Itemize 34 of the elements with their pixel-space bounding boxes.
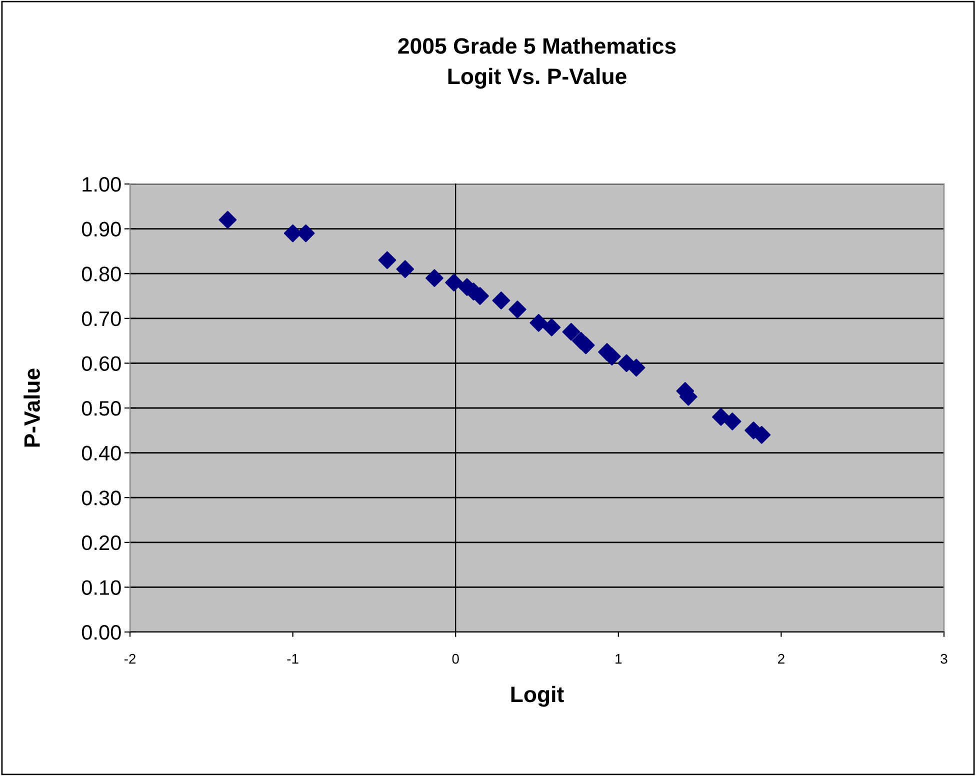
y-tick-label: 0.80 bbox=[82, 266, 121, 282]
chart-title: 2005 Grade 5 Mathematics Logit Vs. P-Value bbox=[398, 38, 676, 89]
x-tick-label: -1 bbox=[287, 654, 298, 664]
point bbox=[445, 274, 463, 292]
point bbox=[396, 260, 414, 278]
point bbox=[508, 300, 526, 318]
y-tick-label: 0.50 bbox=[82, 401, 121, 416]
y-tick-label: 0.20 bbox=[82, 535, 121, 550]
y-tick-label: 0.10 bbox=[82, 580, 121, 595]
x-tick-label: 0 bbox=[452, 654, 459, 664]
point bbox=[712, 408, 730, 426]
y-tick-label: 0.40 bbox=[82, 446, 121, 461]
point bbox=[627, 358, 646, 377]
y-tick-label: 0.90 bbox=[82, 222, 121, 237]
y-tick-label: 1.00 bbox=[82, 177, 121, 192]
y-tick-label: 0.70 bbox=[82, 311, 121, 326]
point bbox=[542, 318, 561, 336]
point bbox=[378, 251, 396, 270]
point bbox=[218, 210, 237, 229]
y-tick-label: 0.60 bbox=[82, 356, 121, 371]
x-tick-label: 1 bbox=[616, 654, 622, 664]
point bbox=[530, 314, 548, 332]
point bbox=[723, 412, 742, 430]
x-tick-label: 3 bbox=[940, 654, 948, 664]
x-axis-title: Logit bbox=[511, 686, 564, 707]
x-tick-label: -2 bbox=[124, 654, 136, 664]
y-tick-label: 0.00 bbox=[82, 625, 121, 640]
x-tick-label: 2 bbox=[778, 654, 784, 664]
point bbox=[562, 322, 580, 341]
point bbox=[602, 348, 621, 366]
point bbox=[492, 292, 510, 310]
y-axis-title: P-Value bbox=[24, 368, 40, 447]
y-tick-label: 0.30 bbox=[82, 490, 121, 506]
point bbox=[426, 269, 444, 287]
